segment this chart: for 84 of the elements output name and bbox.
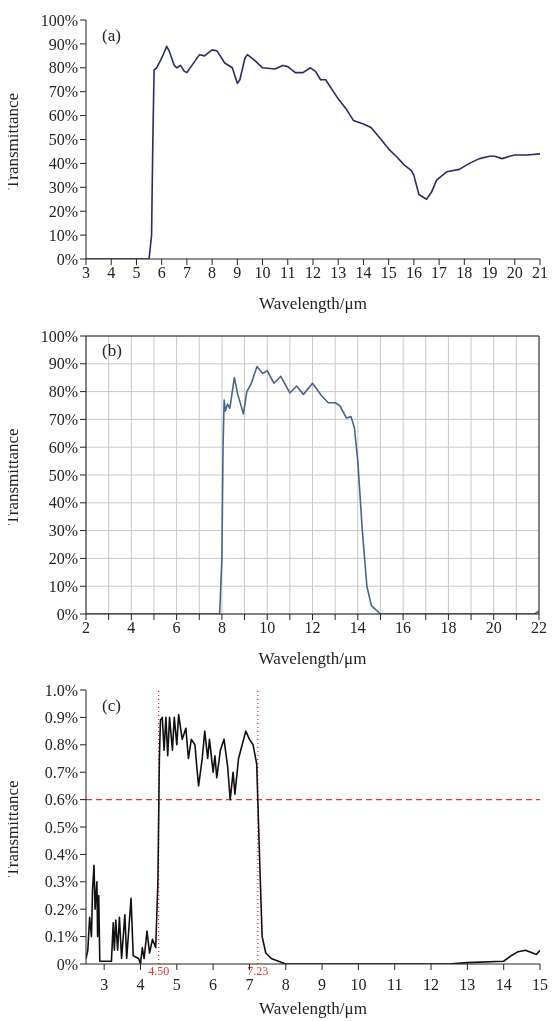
x-tick-label: 8 (281, 976, 290, 994)
x-tick-label: 12 (305, 264, 321, 282)
x-tick-label: 15 (532, 976, 548, 994)
x-tick-label: 6 (157, 264, 166, 282)
y-tick-label: 0% (56, 605, 78, 623)
x-tick-label: 3 (82, 264, 90, 282)
y-tick-label: 60% (48, 107, 78, 125)
y-tick-label: 0.6% (44, 791, 78, 809)
y-tick-label: 10% (48, 577, 78, 595)
annotation: (c) (102, 696, 121, 716)
x-tick-label: 7 (245, 976, 254, 994)
x-tick-label: 3 (100, 976, 109, 994)
x-tick-label: 8 (217, 619, 226, 637)
x-tick-label: 16 (405, 264, 422, 282)
x-axis-title: Wavelength/μm (259, 999, 367, 1018)
x-tick-label: 16 (395, 619, 412, 637)
x-tick-label: 10 (259, 619, 276, 637)
y-tick-label: 90% (48, 35, 78, 53)
x-tick-label: 14 (495, 976, 512, 994)
x-tick-label: 5 (172, 976, 181, 994)
x-tick-label: 12 (304, 619, 321, 637)
x-tick-label: 4 (107, 264, 116, 282)
y-tick-label: 10% (48, 226, 78, 244)
y-tick-label: 0.1% (44, 928, 78, 946)
y-tick-label: 60% (48, 438, 78, 456)
y-tick-label: 0.8% (44, 736, 78, 754)
y-tick-label: 50% (48, 466, 78, 484)
annotation: (b) (102, 341, 122, 361)
y-tick-label: 0.5% (44, 818, 78, 836)
x-tick-label: 12 (423, 976, 440, 994)
y-tick-label: 1.0% (44, 681, 78, 699)
x-tick-label: 5 (132, 264, 141, 282)
y-tick-label: 0.9% (44, 709, 78, 727)
x-axis-title: Wavelength/μm (259, 294, 367, 313)
ref-line-label: 7.23 (247, 964, 269, 978)
y-tick-label: 0.3% (44, 873, 78, 891)
x-tick-label: 6 (172, 619, 181, 637)
x-tick-label: 15 (380, 264, 397, 282)
annotation: (a) (102, 26, 121, 46)
y-tick-label: 0% (56, 955, 78, 973)
x-tick-label: 14 (349, 619, 366, 637)
x-tick-label: 10 (254, 264, 271, 282)
y-tick-label: 30% (48, 522, 78, 540)
x-tick-label: 18 (440, 619, 457, 637)
x-tick-label: 11 (280, 264, 296, 282)
x-tick-label: 20 (506, 264, 523, 282)
x-tick-label: 19 (481, 264, 498, 282)
y-tick-label: 0.7% (44, 763, 78, 781)
x-tick-label: 9 (318, 976, 327, 994)
x-tick-label: 22 (531, 619, 547, 637)
y-tick-label: 40% (48, 494, 78, 512)
x-tick-label: 14 (355, 264, 372, 282)
x-tick-label: 11 (387, 976, 403, 994)
y-tick-label: 0% (56, 250, 78, 268)
x-tick-label: 20 (485, 619, 502, 637)
y-tick-label: 30% (48, 178, 78, 196)
y-tick-label: 20% (48, 202, 78, 220)
x-tick-label: 7 (182, 264, 191, 282)
y-tick-label: 40% (48, 155, 78, 173)
y-tick-label: 80% (48, 383, 78, 401)
y-tick-label: 70% (48, 411, 78, 429)
x-tick-label: 21 (532, 264, 548, 282)
x-tick-label: 17 (431, 264, 448, 282)
x-tick-label: 10 (350, 976, 367, 994)
y-tick-label: 100% (40, 11, 78, 29)
x-tick-label: 8 (208, 264, 217, 282)
x-tick-label: 13 (330, 264, 347, 282)
y-tick-label: 50% (48, 131, 78, 149)
y-tick-label: 0.2% (44, 900, 78, 918)
y-tick-label: 100% (40, 327, 78, 345)
x-tick-label: 4 (127, 619, 136, 637)
y-tick-label: 0.4% (44, 846, 78, 864)
x-tick-label: 6 (209, 976, 218, 994)
x-tick-label: 2 (82, 619, 90, 637)
x-tick-label: 4 (136, 976, 145, 994)
x-tick-label: 18 (456, 264, 473, 282)
x-axis-title: Wavelength/μm (258, 649, 367, 668)
y-tick-label: 80% (48, 59, 78, 77)
ref-line-label: 4.50 (148, 964, 170, 978)
y-tick-label: 90% (48, 355, 78, 373)
x-tick-label: 9 (233, 264, 242, 282)
x-tick-label: 13 (459, 976, 476, 994)
y-tick-label: 20% (48, 550, 78, 568)
y-tick-label: 70% (48, 83, 78, 101)
